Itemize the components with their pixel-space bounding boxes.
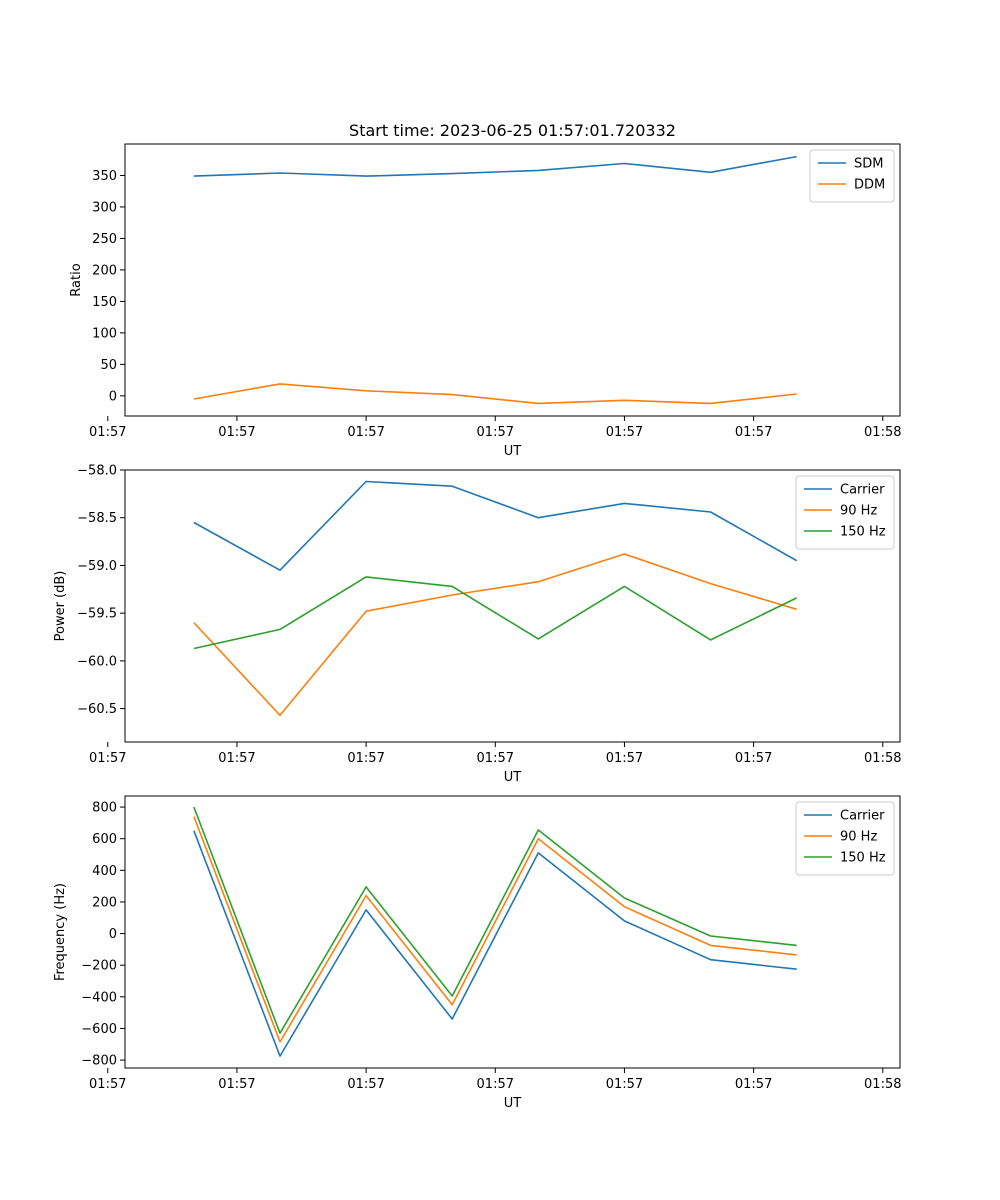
series-line-ddm — [193, 383, 797, 405]
y-tick-label: −800 — [81, 1054, 117, 1069]
x-tick-label: 01:57 — [89, 425, 126, 440]
ratio-panel: 01:57 01:57 01:57 01:57 01:57 01:57 01:58 0 50 1… — [69, 143, 902, 459]
series-line-sdm — [193, 155, 797, 177]
series-line-150-hz — [193, 806, 797, 1034]
axes-frame — [124, 795, 901, 1069]
y-tick-label: −400 — [81, 990, 117, 1005]
y-axis-ticks: 0 50 100 150 200 250 300 350 — [92, 169, 125, 404]
x-tick-label: 01:58 — [864, 1077, 901, 1092]
x-tick-label: 01:57 — [218, 751, 255, 766]
y-tick-label: −60.0 — [77, 654, 117, 669]
y-tick-label: 250 — [92, 232, 117, 247]
x-tick-label: 01:57 — [477, 425, 514, 440]
x-tick-label: 01:57 — [89, 751, 126, 766]
x-tick-label: 01:57 — [347, 751, 384, 766]
legend-label: SDM — [854, 157, 883, 172]
series-line-90-hz — [193, 816, 797, 1043]
x-tick-label: 01:57 — [606, 425, 643, 440]
x-tick-label: 01:57 — [218, 1077, 255, 1092]
y-tick-label: 300 — [92, 200, 117, 215]
x-tick-label: 01:57 — [606, 1077, 643, 1092]
y-tick-label: 0 — [109, 927, 117, 942]
y-tick-label: 350 — [92, 169, 117, 184]
x-axis-ticks: 01:57 01:57 01:57 01:57 01:57 01:57 01:58 — [89, 1068, 902, 1092]
series-line-90-hz — [193, 553, 797, 717]
legend-label: 90 Hz — [840, 504, 877, 519]
y-tick-label: −59.0 — [77, 559, 117, 574]
legend-label: Carrier — [840, 483, 885, 498]
series-line-carrier — [193, 480, 798, 572]
y-tick-label: 200 — [92, 895, 117, 910]
x-tick-label: 01:57 — [347, 1077, 384, 1092]
chart-title: Start time: 2023-06-25 01:57:01.720332 — [349, 121, 676, 140]
y-axis-label: Power (dB) — [53, 571, 68, 642]
x-tick-label: 01:57 — [89, 1077, 126, 1092]
x-tick-label: 01:57 — [347, 425, 384, 440]
y-tick-label: 100 — [92, 326, 117, 341]
series-lines — [193, 480, 798, 717]
y-tick-label: −58.5 — [77, 511, 117, 526]
y-tick-label: −60.5 — [77, 702, 117, 717]
x-tick-label: 01:57 — [218, 425, 255, 440]
y-tick-label: −59.5 — [77, 607, 117, 622]
y-tick-label: 800 — [92, 801, 117, 816]
series-lines — [193, 155, 797, 405]
power-panel: 01:57 01:57 01:57 01:57 01:57 01:57 01:58 −60.… — [53, 464, 902, 786]
x-axis-label: UT — [504, 444, 522, 459]
frequency-panel: 01:57 01:57 01:57 01:57 01:57 01:57 01:58 −800… — [53, 795, 902, 1111]
legend-label: 90 Hz — [840, 830, 877, 845]
y-axis-label: Ratio — [69, 263, 84, 296]
y-tick-label: 150 — [92, 295, 117, 310]
legend: SDM DDM — [809, 149, 895, 203]
y-tick-label: −58.0 — [77, 464, 117, 479]
legend-label: DDM — [854, 178, 885, 193]
y-tick-label: 600 — [92, 832, 117, 847]
y-tick-label: 0 — [109, 389, 117, 404]
x-axis-label: UT — [504, 770, 522, 785]
x-axis-ticks: 01:57 01:57 01:57 01:57 01:57 01:57 01:58 — [89, 416, 902, 440]
y-axis-label: Frequency (Hz) — [53, 883, 68, 981]
axes-frame — [124, 143, 901, 417]
x-tick-label: 01:57 — [477, 751, 514, 766]
y-tick-label: −200 — [81, 959, 117, 974]
x-axis-ticks: 01:57 01:57 01:57 01:57 01:57 01:57 01:58 — [89, 742, 902, 766]
x-tick-label: 01:58 — [864, 751, 901, 766]
legend: Carrier 90 Hz 150 Hz — [795, 801, 895, 876]
x-tick-label: 01:58 — [864, 425, 901, 440]
x-tick-label: 01:57 — [735, 1077, 772, 1092]
axes-frame — [124, 469, 901, 743]
y-tick-label: 50 — [100, 358, 117, 373]
series-lines — [193, 806, 797, 1057]
x-tick-label: 01:57 — [606, 751, 643, 766]
x-tick-label: 01:57 — [735, 425, 772, 440]
y-axis-ticks: −800 −600 −400 −200 0 200 400 600 800 — [81, 801, 125, 1069]
legend-label: 150 Hz — [840, 851, 886, 866]
y-tick-label: 400 — [92, 864, 117, 879]
x-axis-label: UT — [504, 1096, 522, 1111]
x-tick-label: 01:57 — [735, 751, 772, 766]
series-line-carrier — [193, 830, 797, 1057]
y-axis-ticks: −60.5 −60.0 −59.5 −59.0 −58.5 −58.0 — [77, 464, 125, 717]
legend-label: Carrier — [840, 809, 885, 824]
y-tick-label: −600 — [81, 1022, 117, 1037]
series-line-150-hz — [193, 576, 798, 650]
y-tick-label: 200 — [92, 263, 117, 278]
x-tick-label: 01:57 — [477, 1077, 514, 1092]
legend: Carrier 90 Hz 150 Hz — [795, 475, 895, 550]
legend-label: 150 Hz — [840, 525, 886, 540]
